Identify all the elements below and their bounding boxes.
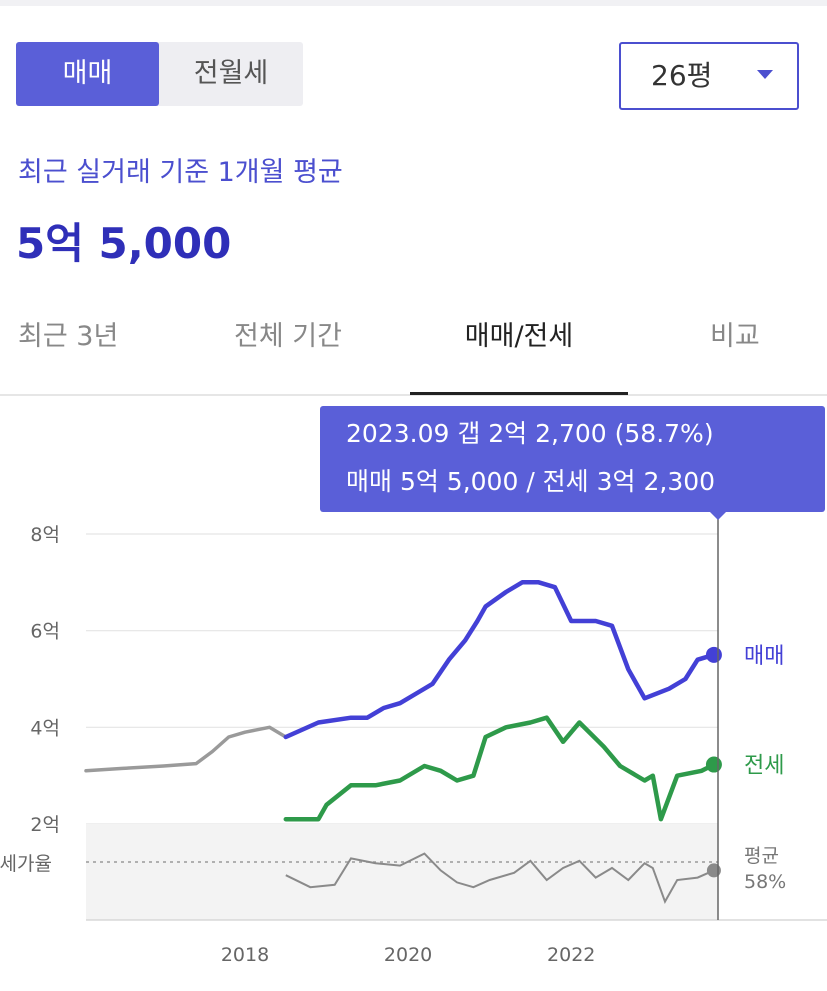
y-tick-label: 4억 [30,717,60,739]
x-tick-label: 2020 [384,944,432,966]
ratio-average-value: 58% [744,871,786,893]
tab-sale-jeonse[interactable]: 매매/전세 [410,300,628,395]
tab-recent-3-years[interactable]: 최근 3년 [18,321,119,352]
sale-series-line [283,580,717,740]
tooltip-box [320,406,825,512]
tooltip-line-1: 2023.09 갭 2억 2,700 (58.7%) [346,419,714,448]
y-tick-label: 2억 [30,814,60,836]
sale-endpoint-marker [705,646,722,663]
ratio-series-line [285,852,715,904]
tooltip: 2023.09 갭 2억 2,700 (58.7%) 매매 5억 5,000 /… [320,406,825,520]
tooltip-line-2: 매매 5억 5,000 / 전세 3억 2,300 [346,467,715,496]
jeonse-endpoint-marker [705,756,722,773]
y-tick-label: 8억 [30,524,60,546]
chevron-down-icon [757,70,773,79]
sale-tab-button[interactable]: 매매 [16,42,159,106]
size-dropdown[interactable]: 26평 [619,42,799,110]
ratio-axis-label: 전세가율 [0,853,52,875]
x-tick-label: 2018 [221,944,269,966]
ratio-average-label: 평균 [744,845,779,867]
price-chart: 8억 6억 4억 2억 2018 2020 2022 2023.09 갭 2억 2,700… [0,406,827,966]
trade-type-toggle: 매매 전월세 [16,42,303,106]
y-tick-label: 6억 [30,621,60,643]
x-tick-label: 2022 [547,944,595,966]
top-divider [0,0,827,6]
tooltip-pointer [710,512,726,520]
sale-series-label: 매매 [744,644,784,669]
period-tabs: 최근 3년 전체 기간 매매/전세 비교 [0,300,827,396]
size-dropdown-value: 26평 [651,59,713,92]
old-series-line [84,725,288,773]
jeonse-series-label: 전세 [744,754,784,779]
ratio-endpoint-marker [706,863,721,878]
rent-tab-button[interactable]: 전월세 [193,58,269,89]
ratio-band-background [86,824,718,920]
tab-all-period[interactable]: 전체 기간 [234,321,342,352]
price-caption: 최근 실거래 기준 1개월 평균 [18,157,343,188]
tab-compare[interactable]: 비교 [710,321,760,352]
jeonse-series-line [283,715,717,822]
average-price: 5억 5,000 [16,219,232,268]
